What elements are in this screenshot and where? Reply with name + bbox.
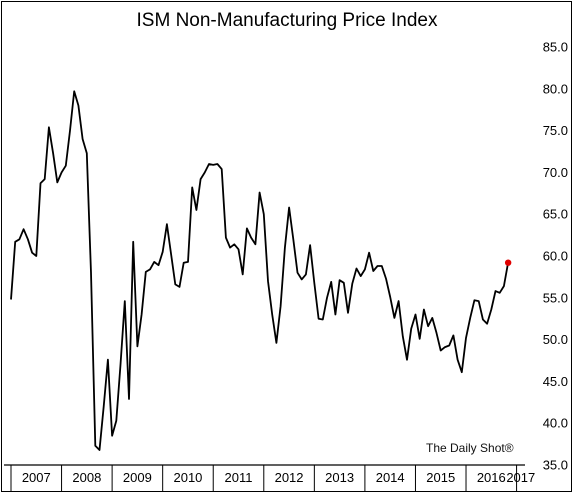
y-tick-label: 75.0 (543, 123, 568, 138)
plot-area (10, 90, 512, 451)
latest-value-point (504, 259, 512, 266)
y-tick-label: 65.0 (543, 207, 568, 222)
x-tick-label: 2016 (477, 470, 506, 485)
x-tick-label: 2010 (173, 470, 202, 485)
y-tick-label: 50.0 (543, 332, 568, 347)
y-tick-label: 60.0 (543, 249, 568, 264)
y-axis: 35.0 40.0 45.0 50.0 55.0 60.0 65.0 70.0 75.0 80.0… (543, 40, 568, 473)
y-tick-label: 70.0 (543, 165, 568, 180)
x-tick-label: 2017 (506, 470, 535, 485)
y-tick-label: 55.0 (543, 290, 568, 305)
y-tick-label: 80.0 (543, 81, 568, 96)
series-line (10, 90, 509, 451)
y-tick-label: 85.0 (543, 40, 568, 55)
x-tick-label: 2014 (376, 470, 405, 485)
source-credit: The Daily Shot® (426, 441, 514, 455)
y-tick-label: 40.0 (543, 416, 568, 431)
chart-title: ISM Non-Manufacturing Price Index (137, 10, 438, 31)
y-tick-label: 35.0 (543, 458, 568, 473)
x-tick-label: 2013 (325, 470, 354, 485)
x-tick-label: 2007 (22, 470, 51, 485)
x-tick-label: 2015 (426, 470, 455, 485)
x-tick-label: 2009 (123, 470, 152, 485)
x-tick-label: 2011 (225, 470, 253, 485)
x-axis: 2007 2008 2009 2010 2011 2012 2013 2014 2015 2016… (4, 464, 535, 491)
y-tick-label: 45.0 (543, 374, 568, 389)
x-tick-label: 2012 (275, 470, 304, 485)
x-tick-label: 2008 (72, 470, 101, 485)
